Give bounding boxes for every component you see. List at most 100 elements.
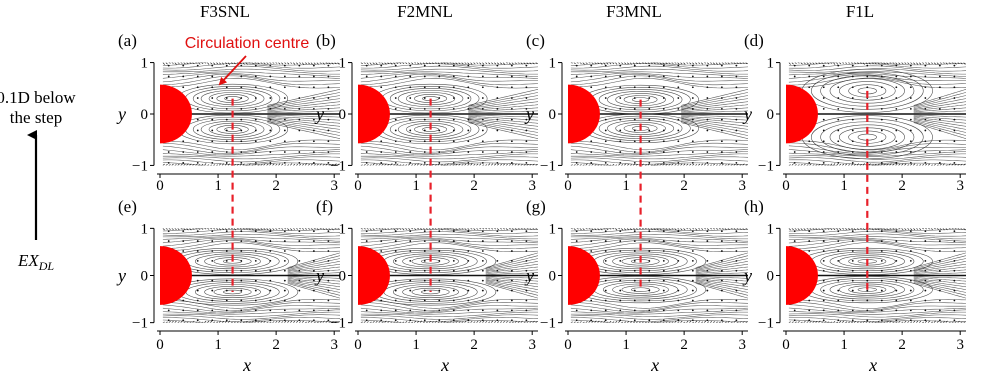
edge-streak (847, 228, 851, 230)
streamline (485, 277, 538, 282)
edge-streak (913, 228, 916, 231)
vector-dot (409, 319, 412, 322)
streamline (360, 314, 538, 320)
edge-streak (889, 62, 892, 64)
vector-dot (953, 309, 956, 312)
vector-dot (851, 118, 854, 121)
vector-dot (953, 64, 956, 67)
vector-dot (283, 289, 286, 292)
streamline (681, 104, 748, 112)
streamline (360, 153, 538, 160)
vector-dot (196, 309, 199, 312)
vector-dot (269, 107, 272, 110)
edge-streak (715, 62, 719, 65)
streamline (695, 276, 748, 279)
vector-dot (365, 75, 368, 78)
streamline (570, 231, 748, 237)
vector-dot (575, 319, 578, 322)
vector-dot (735, 64, 738, 67)
edge-streak (833, 163, 836, 166)
streamline (162, 72, 340, 79)
edge-streak (865, 62, 868, 65)
edge-streak (957, 62, 960, 64)
vector-dot (409, 151, 412, 153)
vector-dot (196, 230, 199, 233)
streamline (485, 261, 538, 271)
vector-dot (269, 118, 272, 121)
streamline (681, 89, 748, 106)
edge-streak (384, 62, 387, 65)
vector-dot (225, 140, 228, 143)
edge-streak (408, 163, 411, 166)
vector-dot (851, 269, 854, 272)
edge-streak (847, 62, 851, 64)
edge-streak (918, 62, 922, 65)
vector-dot (677, 129, 680, 132)
edge-streak (812, 164, 815, 166)
edge-streak (174, 228, 177, 230)
streamline (485, 258, 538, 270)
edge-streak (739, 228, 742, 231)
vector-dot (938, 129, 941, 132)
edge-streak (623, 163, 627, 166)
edge-streak (213, 164, 216, 166)
edge-streak (440, 320, 443, 323)
edge-streak (384, 320, 387, 323)
x-tick-label: 1 (214, 178, 222, 194)
edge-streak (680, 228, 683, 231)
vector-dot (254, 279, 257, 282)
edge-streak (440, 164, 443, 166)
edge-streak (736, 62, 739, 64)
vector-dot (822, 289, 825, 292)
vector-dot (851, 97, 854, 99)
edge-streak (650, 62, 653, 64)
vector-dot (510, 64, 513, 67)
streamline (681, 114, 748, 118)
vector-dot (895, 161, 898, 164)
vector-dot (380, 240, 383, 242)
edge-streak (836, 62, 839, 65)
vector-dot (269, 269, 272, 272)
vector-dot (895, 299, 898, 302)
cylinder (160, 84, 192, 144)
edge-streak (871, 321, 874, 323)
vector-dot (525, 64, 528, 67)
edge-streak (236, 321, 239, 323)
edge-streak (192, 62, 195, 65)
vector-dot (225, 97, 228, 99)
vector-dot (196, 151, 199, 153)
edge-streak (818, 163, 821, 166)
edge-streak (449, 228, 452, 230)
edge-streak (177, 321, 180, 323)
edge-streak (363, 228, 366, 230)
vector-dot (590, 299, 593, 302)
vector-dot (167, 161, 170, 164)
streamline (360, 302, 538, 311)
vector-dot (938, 259, 941, 262)
streamline (695, 258, 748, 270)
edge-streak (629, 321, 633, 323)
vector-dot (793, 151, 796, 153)
edge-streak (582, 228, 585, 231)
edge-streak (841, 320, 845, 323)
edge-streak (461, 321, 464, 323)
panel-label: (e) (118, 197, 137, 216)
edge-streak (493, 163, 497, 166)
edge-streak (289, 163, 293, 166)
streamline (695, 263, 748, 272)
edge-streak (467, 228, 470, 230)
x-tick-label: 1 (840, 337, 848, 353)
edge-streak (162, 62, 165, 65)
streamline (360, 229, 538, 234)
edge-streak (213, 228, 216, 230)
edge-streak (216, 164, 219, 166)
vector-dot (706, 75, 709, 78)
edge-streak (922, 228, 925, 230)
edge-streak (325, 62, 328, 64)
streamline (570, 73, 748, 83)
vector-dot (269, 319, 272, 322)
edge-streak (856, 163, 860, 166)
edge-streak (458, 228, 461, 230)
